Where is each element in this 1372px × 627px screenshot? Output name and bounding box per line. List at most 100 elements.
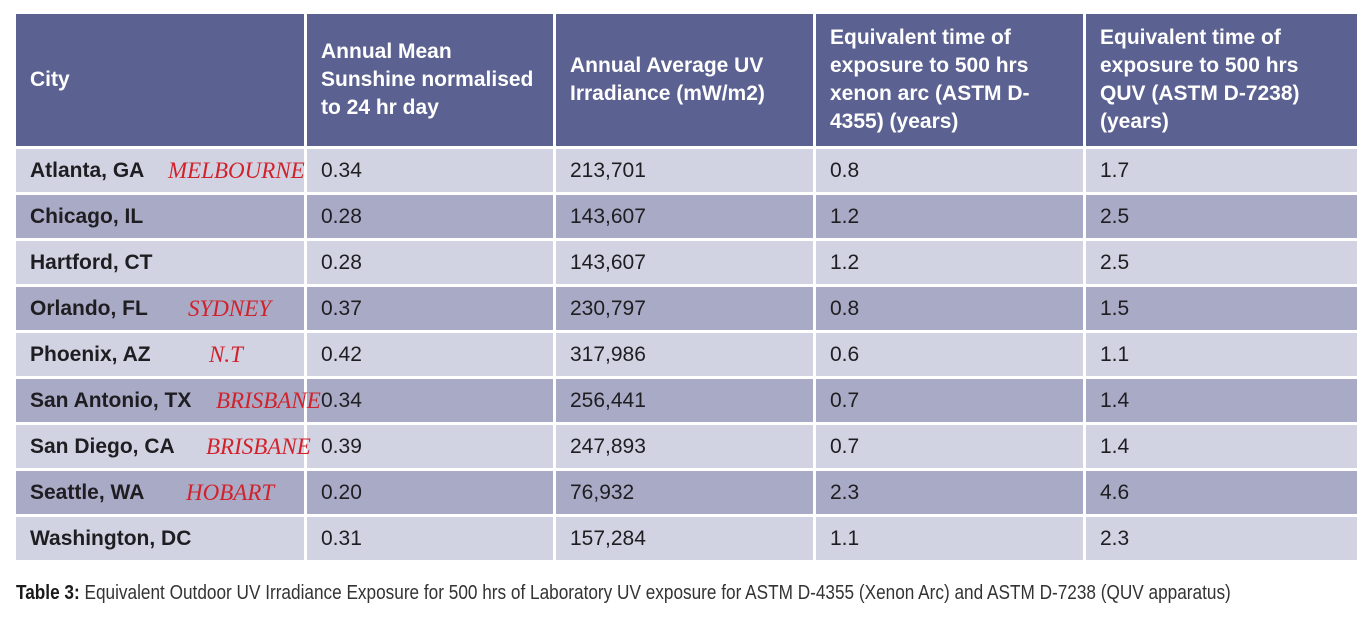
sunshine-cell: 0.28 xyxy=(307,241,553,284)
uv-irradiance-cell: 230,797 xyxy=(556,287,813,330)
table-row: Phoenix, AZ N.T 0.42 317,986 0.6 1.1 xyxy=(16,333,1357,376)
quv-years-cell-text: 2.5 xyxy=(1100,204,1130,228)
xenon-years-cell: 0.6 xyxy=(816,333,1083,376)
quv-years-cell-text: 1.5 xyxy=(1100,296,1130,320)
xenon-years-cell: 0.8 xyxy=(816,149,1083,192)
xenon-years-cell-text: 2.3 xyxy=(830,480,860,504)
city-cell: Chicago, IL xyxy=(16,195,304,238)
sunshine-cell-text: 0.42 xyxy=(321,342,362,366)
uv-irradiance-cell-text: 157,284 xyxy=(570,526,646,550)
quv-years-cell-text: 2.5 xyxy=(1100,250,1130,274)
uv-irradiance-cell: 76,932 xyxy=(556,471,813,514)
xenon-years-cell-text: 1.2 xyxy=(830,204,860,228)
handwritten-annotation: MELBOURNE xyxy=(168,157,305,183)
city-cell-text: Phoenix, AZ xyxy=(30,342,151,366)
caption-text: Equivalent Outdoor UV Irradiance Exposur… xyxy=(79,582,1231,604)
table-row: Hartford, CT 0.28 143,607 1.2 2.5 xyxy=(16,241,1357,284)
table-row: Seattle, WA HOBART 0.20 76,932 2.3 4.6 xyxy=(16,471,1357,514)
header-annual-mean-sunshine: Annual Mean Sunshine normalised to 24 hr… xyxy=(307,14,553,146)
uv-irradiance-cell: 317,986 xyxy=(556,333,813,376)
xenon-years-cell: 0.7 xyxy=(816,379,1083,422)
header-city: City xyxy=(16,14,304,146)
sunshine-cell: 0.34 xyxy=(307,149,553,192)
sunshine-cell: 0.31 xyxy=(307,517,553,560)
handwritten-annotation: BRISBANE xyxy=(206,433,311,459)
quv-years-cell-text: 2.3 xyxy=(1100,526,1130,550)
quv-years-cell: 1.4 xyxy=(1086,425,1357,468)
sunshine-cell-text: 0.28 xyxy=(321,204,362,228)
sunshine-cell: 0.28 xyxy=(307,195,553,238)
quv-years-cell: 1.1 xyxy=(1086,333,1357,376)
sunshine-cell-text: 0.37 xyxy=(321,296,362,320)
xenon-years-cell: 1.2 xyxy=(816,241,1083,284)
city-cell-text: San Diego, CA xyxy=(30,434,175,458)
table-caption: Table 3: Equivalent Outdoor UV Irradianc… xyxy=(16,582,1231,605)
xenon-years-cell: 2.3 xyxy=(816,471,1083,514)
quv-years-cell-text: 1.4 xyxy=(1100,434,1130,458)
city-cell: Seattle, WA HOBART xyxy=(16,471,304,514)
city-cell-text: Orlando, FL xyxy=(30,296,148,320)
caption-label: Table 3: xyxy=(16,582,80,604)
uv-irradiance-cell-text: 76,932 xyxy=(570,480,635,504)
table-row: San Antonio, TX BRISBANE 0.34 256,441 0.7 1.4 xyxy=(16,379,1357,422)
table-header-row: City Annual Mean Sunshine normalised to … xyxy=(16,14,1357,146)
quv-years-cell: 4.6 xyxy=(1086,471,1357,514)
table-row: San Diego, CA BRISBANE 0.39 247,893 0.7 1.4 xyxy=(16,425,1357,468)
xenon-years-cell: 0.8 xyxy=(816,287,1083,330)
sunshine-cell-text: 0.34 xyxy=(321,158,362,182)
xenon-years-cell: 0.7 xyxy=(816,425,1083,468)
xenon-years-cell-text: 0.7 xyxy=(830,388,860,412)
uv-irradiance-cell-text: 230,797 xyxy=(570,296,646,320)
quv-years-cell: 1.5 xyxy=(1086,287,1357,330)
xenon-years-cell-text: 0.6 xyxy=(830,342,860,366)
sunshine-cell: 0.20 xyxy=(307,471,553,514)
city-cell-text: Chicago, IL xyxy=(30,204,144,228)
city-cell: Phoenix, AZ N.T xyxy=(16,333,304,376)
city-cell-text: Hartford, CT xyxy=(30,250,153,274)
sunshine-cell: 0.42 xyxy=(307,333,553,376)
city-cell: San Diego, CA BRISBANE xyxy=(16,425,311,468)
city-cell-text: Washington, DC xyxy=(30,526,192,550)
quv-years-cell: 2.3 xyxy=(1086,517,1357,560)
quv-years-cell-text: 1.4 xyxy=(1100,388,1130,412)
sunshine-cell: 0.39 xyxy=(307,425,553,468)
city-cell-text: Atlanta, GA xyxy=(30,158,145,182)
quv-years-cell: 1.4 xyxy=(1086,379,1357,422)
sunshine-cell-text: 0.20 xyxy=(321,480,362,504)
city-cell: Washington, DC xyxy=(16,517,304,560)
sunshine-cell: 0.37 xyxy=(307,287,553,330)
city-cell: San Antonio, TX BRISBANE xyxy=(16,379,321,422)
table-row: Orlando, FL SYDNEY 0.37 230,797 0.8 1.5 xyxy=(16,287,1357,330)
uv-irradiance-cell: 213,701 xyxy=(556,149,813,192)
uv-exposure-table-container: City Annual Mean Sunshine normalised to … xyxy=(16,14,1357,560)
xenon-years-cell: 1.2 xyxy=(816,195,1083,238)
handwritten-annotation: BRISBANE xyxy=(216,387,321,413)
city-cell-text: San Antonio, TX xyxy=(30,388,192,412)
city-cell: Orlando, FL SYDNEY xyxy=(16,287,304,330)
quv-years-cell-text: 1.7 xyxy=(1100,158,1130,182)
uv-irradiance-cell: 143,607 xyxy=(556,195,813,238)
sunshine-cell: 0.34 xyxy=(307,379,553,422)
uv-irradiance-cell: 143,607 xyxy=(556,241,813,284)
city-cell: Hartford, CT xyxy=(16,241,304,284)
handwritten-annotation: N.T xyxy=(209,341,243,367)
uv-irradiance-cell: 157,284 xyxy=(556,517,813,560)
xenon-years-cell-text: 0.8 xyxy=(830,158,860,182)
xenon-years-cell-text: 0.7 xyxy=(830,434,860,458)
table-row: Atlanta, GA MELBOURNE 0.34 213,701 0.8 1.7 xyxy=(16,149,1357,192)
handwritten-annotation: SYDNEY xyxy=(188,295,272,321)
quv-years-cell-text: 1.1 xyxy=(1100,342,1130,366)
city-cell: Atlanta, GA MELBOURNE xyxy=(16,149,305,192)
handwritten-annotation: HOBART xyxy=(186,479,275,505)
table-row: Chicago, IL 0.28 143,607 1.2 2.5 xyxy=(16,195,1357,238)
sunshine-cell-text: 0.39 xyxy=(321,434,362,458)
uv-exposure-table: City Annual Mean Sunshine normalised to … xyxy=(13,11,1360,563)
table-row: Washington, DC 0.31 157,284 1.1 2.3 xyxy=(16,517,1357,560)
city-cell-text: Seattle, WA xyxy=(30,480,145,504)
header-uv-irradiance: Annual Average UV Irradiance (mW/m2) xyxy=(556,14,813,146)
uv-irradiance-cell: 256,441 xyxy=(556,379,813,422)
xenon-years-cell: 1.1 xyxy=(816,517,1083,560)
sunshine-cell-text: 0.28 xyxy=(321,250,362,274)
quv-years-cell: 1.7 xyxy=(1086,149,1357,192)
uv-irradiance-cell-text: 213,701 xyxy=(570,158,646,182)
